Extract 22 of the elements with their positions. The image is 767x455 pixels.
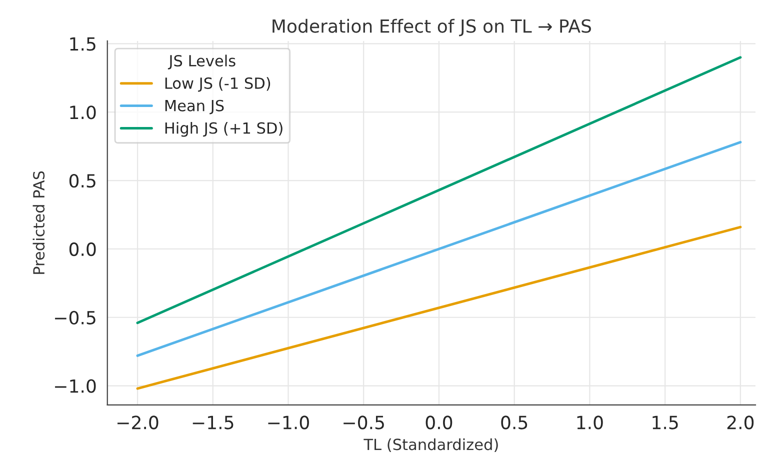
x-tick-label: −2.0 (118, 416, 158, 430)
x-tick-label: 1.5 (652, 416, 678, 430)
x-tick-label: 0.5 (501, 416, 528, 430)
chart-title: Moderation Effect of JS on TL → PAS (272, 18, 591, 36)
x-tick-label: −1.5 (192, 416, 234, 430)
y-axis-title: Predicted PAS (32, 171, 45, 274)
legend-label: Low JS (-1 SD) (165, 77, 270, 92)
x-tick-label: −1.0 (268, 416, 309, 430)
legend-label: High JS (+1 SD) (165, 122, 282, 137)
x-tick-label: 2.0 (727, 416, 754, 430)
x-tick-label: 1.0 (577, 416, 603, 430)
y-tick-label: 0.5 (69, 174, 96, 188)
y-tick-label: −0.5 (55, 310, 96, 324)
y-tick-label: −1.0 (55, 379, 96, 393)
y-tick-label: 1.0 (70, 106, 96, 120)
y-tick-label: 0.0 (69, 242, 96, 256)
legend-title: JS Levels (168, 54, 236, 70)
legend-label: Mean JS (165, 100, 224, 114)
x-axis-title: TL (Standardized) (364, 438, 498, 452)
x-tick-label: 0.0 (426, 416, 452, 430)
y-tick-label: 1.5 (70, 37, 96, 51)
x-tick-label: −0.5 (344, 416, 384, 430)
